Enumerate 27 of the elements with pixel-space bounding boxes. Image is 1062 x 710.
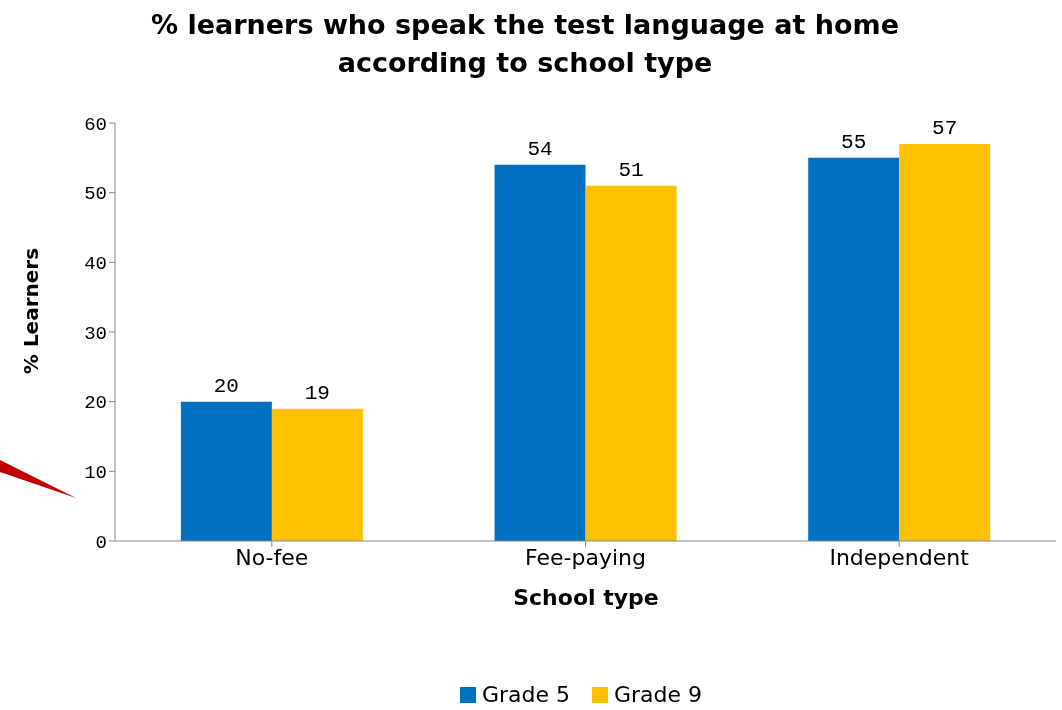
y-tick-label: 30 bbox=[84, 322, 107, 345]
bar bbox=[808, 157, 900, 541]
data-label: 55 bbox=[841, 130, 867, 154]
data-label: 57 bbox=[932, 116, 958, 140]
data-label: 19 bbox=[304, 381, 330, 405]
y-tick-label: 20 bbox=[84, 392, 107, 415]
bar bbox=[585, 185, 677, 541]
legend-label: Grade 5 bbox=[481, 682, 570, 707]
x-tick-label: Independent bbox=[829, 544, 970, 570]
bar bbox=[494, 164, 586, 541]
legend-label: Grade 9 bbox=[614, 682, 703, 707]
x-tick-label: Fee-paying bbox=[525, 544, 646, 570]
bar bbox=[180, 401, 272, 541]
y-axis-title: % Learners bbox=[19, 247, 43, 375]
y-tick-label: 0 bbox=[95, 531, 107, 554]
chart-title: % learners who speak the test language at home according to school type bbox=[150, 8, 900, 80]
y-tick-label: 40 bbox=[84, 253, 107, 276]
x-axis-title: School type bbox=[512, 585, 660, 610]
data-label: 51 bbox=[618, 158, 644, 182]
y-tick-label: 10 bbox=[84, 462, 107, 485]
bar bbox=[899, 143, 991, 541]
y-tick-label: 60 bbox=[84, 113, 107, 136]
bar bbox=[271, 408, 363, 541]
x-tick-label: No-fee bbox=[235, 544, 309, 570]
y-tick-label: 50 bbox=[84, 183, 107, 206]
data-label: 20 bbox=[213, 374, 239, 398]
data-label: 54 bbox=[527, 137, 553, 161]
